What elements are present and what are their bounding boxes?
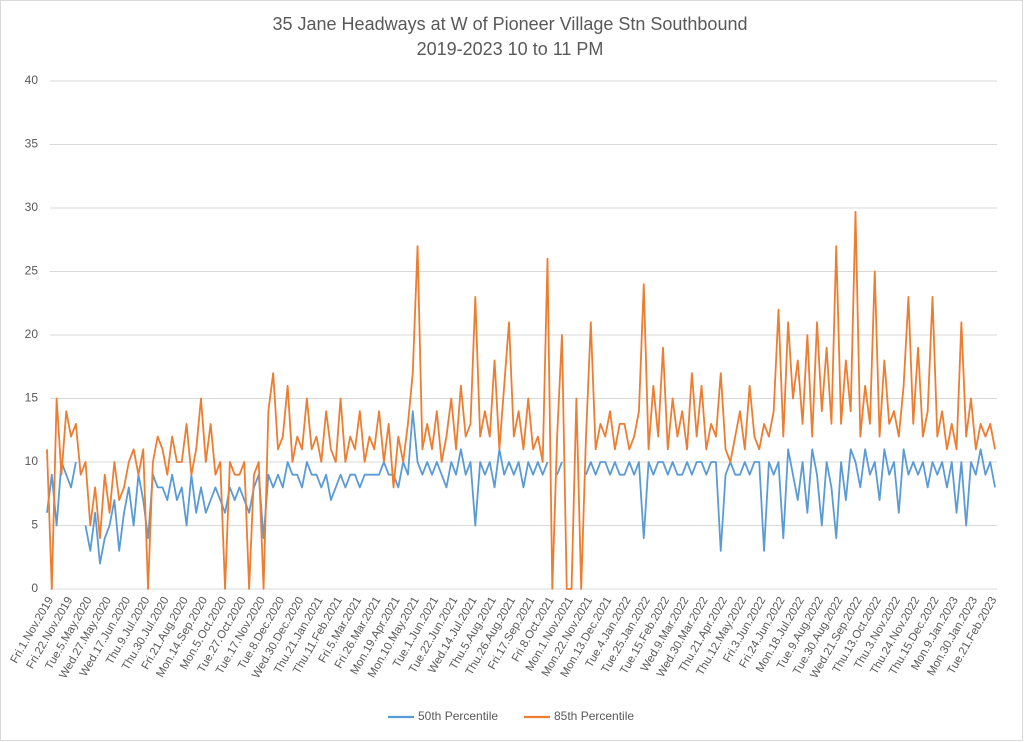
- y-tick-label: 35: [25, 137, 39, 151]
- chart-title: 35 Jane Headways at W of Pioneer Village…: [273, 14, 748, 34]
- y-tick-label: 15: [25, 391, 39, 405]
- y-tick-label: 5: [31, 518, 38, 532]
- y-tick-label: 20: [25, 327, 39, 341]
- series-line: [84, 410, 549, 565]
- y-tick-label: 30: [25, 200, 39, 214]
- y-tick-label: 10: [25, 454, 39, 468]
- series-line: [46, 210, 996, 590]
- legend-label: 85th Percentile: [554, 709, 634, 723]
- legend-label: 50th Percentile: [418, 709, 498, 723]
- y-tick-label: 25: [25, 264, 39, 278]
- series-line: [585, 448, 996, 552]
- chart-subtitle: 2019-2023 10 to 11 PM: [417, 39, 604, 59]
- series-line: [556, 461, 563, 476]
- y-tick-label: 40: [25, 73, 39, 87]
- y-tick-label: 0: [31, 581, 38, 595]
